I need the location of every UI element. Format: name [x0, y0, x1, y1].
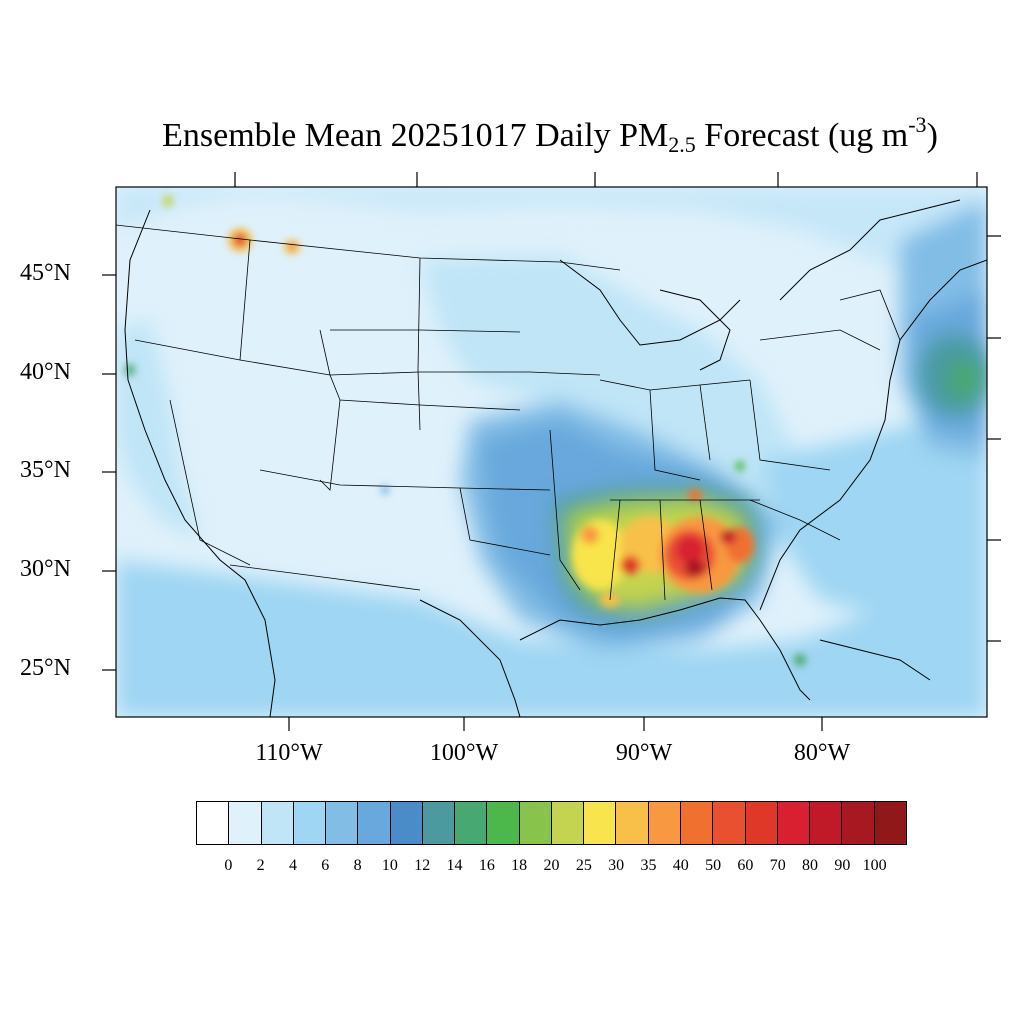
title-superscript: -3: [908, 112, 927, 137]
colorbar-swatch: [680, 802, 714, 844]
colorbar-tick-label: 4: [288, 857, 297, 874]
colorbar-tick-label: 40: [672, 857, 689, 874]
lat-label-45: 45°N: [20, 260, 71, 286]
colorbar-tick-label: 16: [478, 857, 495, 874]
lon-label-100: 100°W: [429, 740, 499, 766]
colorbar-tick-label: 10: [381, 857, 398, 874]
colorbar-swatch: [455, 802, 488, 844]
colorbar-swatch: [745, 802, 778, 844]
colorbar-tick-label: 12: [414, 857, 431, 874]
colorbar-swatch: [390, 802, 423, 844]
colorbar-tick-label: 50: [705, 857, 722, 874]
colorbar-swatch: [197, 802, 230, 844]
title-subscript: 2.5: [668, 132, 696, 157]
lat-label-35: 35°N: [20, 457, 71, 483]
coastline: [124, 199, 987, 717]
colorbar-tick-label: 2: [256, 857, 265, 874]
lon-label-90: 90°W: [615, 740, 673, 766]
colorbar-tick-label: 35: [640, 857, 657, 874]
concentration-field: [116, 187, 987, 717]
colorbar-swatch: [842, 802, 875, 844]
colorbar-tick-label: 6: [321, 857, 330, 874]
colorbar-swatch: [648, 802, 681, 844]
title-suffix: ): [926, 117, 938, 154]
map-frame: [115, 186, 988, 718]
colorbar-swatch: [519, 802, 552, 844]
colorbar-tick-label: 80: [802, 857, 819, 874]
map-title: Ensemble Mean 20251017 Daily PM2.5 Forec…: [0, 112, 1024, 158]
colorbar-swatch: [810, 802, 843, 844]
colorbar-tick-label: 14: [446, 857, 463, 874]
lat-label-30: 30°N: [20, 556, 71, 582]
colorbar-tick-label: 18: [511, 857, 528, 874]
lat-label-25: 25°N: [20, 655, 71, 681]
colorbar-tick-label: 70: [769, 857, 786, 874]
colorbar-swatch: [616, 802, 649, 844]
colorbar-tick-label: 100: [862, 857, 887, 874]
colorbar-swatch: [293, 802, 327, 844]
lon-label-110: 110°W: [255, 740, 323, 766]
colorbar-tick-label: 0: [224, 857, 233, 874]
colorbar-tick-label: 25: [575, 857, 592, 874]
colorbar-tick-label: 30: [608, 857, 625, 874]
colorbar-swatch: [551, 802, 585, 844]
title-prefix: Ensemble Mean 20251017 Daily PM: [162, 117, 669, 154]
colorbar-tick-label: 90: [834, 857, 851, 874]
axis-ticks: [102, 172, 1001, 731]
colorbar-swatch: [713, 802, 746, 844]
title-middle: Forecast (ug m: [695, 117, 909, 154]
colorbar-swatch: [422, 802, 456, 844]
colorbar-tick-label: 8: [353, 857, 362, 874]
colorbar: [196, 801, 907, 845]
colorbar-swatch: [584, 802, 617, 844]
boundary-lines: [116, 224, 901, 601]
colorbar-tick-label: 60: [737, 857, 754, 874]
lat-label-40: 40°N: [20, 359, 71, 385]
colorbar-swatch: [487, 802, 520, 844]
colorbar-swatch: [874, 802, 906, 844]
colorbar-tick-label: 20: [543, 857, 560, 874]
colorbar-swatch: [777, 802, 811, 844]
colorbar-swatch: [229, 802, 262, 844]
colorbar-swatch: [358, 802, 391, 844]
lon-label-80: 80°W: [793, 740, 851, 766]
colorbar-swatch: [326, 802, 359, 844]
colorbar-swatch: [261, 802, 294, 844]
